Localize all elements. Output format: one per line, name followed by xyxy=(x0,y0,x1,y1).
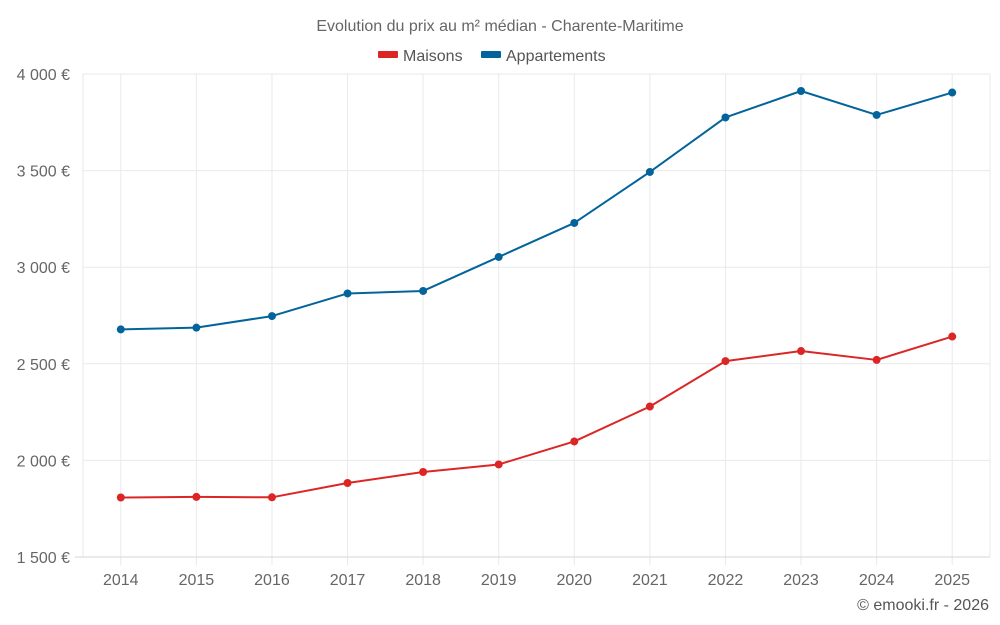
series-line-maisons xyxy=(120,335,953,499)
series-group xyxy=(116,87,957,502)
legend-item-maisons[interactable]: Maisons xyxy=(378,48,463,65)
data-point-maisons-2016[interactable] xyxy=(267,493,276,502)
legend-label-maisons: Maisons xyxy=(403,48,463,65)
y-tick-label: 1 500 € xyxy=(17,550,70,567)
legend-item-appartements[interactable]: Appartements xyxy=(481,48,606,65)
x-tick-label: 2024 xyxy=(859,572,895,589)
data-point-appartements-2024[interactable] xyxy=(872,110,881,119)
data-point-maisons-2023[interactable] xyxy=(797,347,806,356)
data-point-appartements-2017[interactable] xyxy=(343,289,352,298)
series-maisons xyxy=(116,332,957,502)
x-tick-label: 2019 xyxy=(481,572,517,589)
x-tick-label: 2014 xyxy=(103,572,139,589)
data-point-appartements-2022[interactable] xyxy=(721,113,730,122)
x-tick-label: 2017 xyxy=(330,572,366,589)
y-tick-label: 3 000 € xyxy=(17,260,70,277)
x-tick-label: 2021 xyxy=(632,572,668,589)
data-point-maisons-2014[interactable] xyxy=(116,493,125,502)
data-point-appartements-2025[interactable] xyxy=(948,88,957,97)
data-point-maisons-2025[interactable] xyxy=(948,332,957,341)
data-point-appartements-2020[interactable] xyxy=(570,218,579,227)
data-point-maisons-2022[interactable] xyxy=(721,357,730,366)
y-tick-label: 3 500 € xyxy=(17,164,70,181)
x-tick-label: 2022 xyxy=(708,572,744,589)
data-point-maisons-2017[interactable] xyxy=(343,479,352,488)
x-tick-label: 2025 xyxy=(934,572,970,589)
data-point-maisons-2020[interactable] xyxy=(570,437,579,446)
y-tick-label: 2 000 € xyxy=(17,453,70,470)
credit-text: © emooki.fr - 2026 xyxy=(857,597,989,614)
x-axis-ticks: 2014 2015 2016 2017 2018 2019 2020 2021 2022 2023… xyxy=(103,572,970,589)
y-tick-label: 2 500 € xyxy=(17,357,70,374)
data-point-maisons-2015[interactable] xyxy=(192,492,201,501)
legend-swatch-appartements xyxy=(481,51,501,58)
data-point-maisons-2021[interactable] xyxy=(645,402,654,411)
data-point-appartements-2016[interactable] xyxy=(267,312,276,321)
data-point-appartements-2021[interactable] xyxy=(645,167,654,176)
y-tick-label: 4 000 € xyxy=(17,67,70,84)
x-tick-label: 2023 xyxy=(783,572,819,589)
legend-label-appartements: Appartements xyxy=(506,48,606,65)
x-gridlines xyxy=(82,74,991,565)
data-point-appartements-2023[interactable] xyxy=(797,87,806,96)
data-point-appartements-2019[interactable] xyxy=(494,252,503,261)
data-point-appartements-2018[interactable] xyxy=(419,286,428,295)
data-point-maisons-2024[interactable] xyxy=(872,355,881,364)
legend: Maisons Appartements xyxy=(378,48,606,65)
x-tick-label: 2020 xyxy=(556,572,592,589)
series-line-appartements xyxy=(120,90,953,331)
series-appartements xyxy=(116,87,957,334)
data-point-maisons-2018[interactable] xyxy=(419,467,428,476)
chart-title: Evolution du prix au m² médian - Charent… xyxy=(316,18,683,35)
data-point-maisons-2019[interactable] xyxy=(494,460,503,469)
x-tick-label: 2018 xyxy=(405,572,441,589)
data-point-appartements-2014[interactable] xyxy=(116,325,125,334)
legend-swatch-maisons xyxy=(378,51,398,58)
y-axis-ticks: 1 500 € 2 000 € 2 500 € 3 000 € 3 500 € 4 000… xyxy=(17,67,70,567)
x-tick-label: 2015 xyxy=(179,572,215,589)
x-tick-label: 2016 xyxy=(254,572,290,589)
y-gridlines xyxy=(83,73,990,461)
data-point-appartements-2015[interactable] xyxy=(192,323,201,332)
